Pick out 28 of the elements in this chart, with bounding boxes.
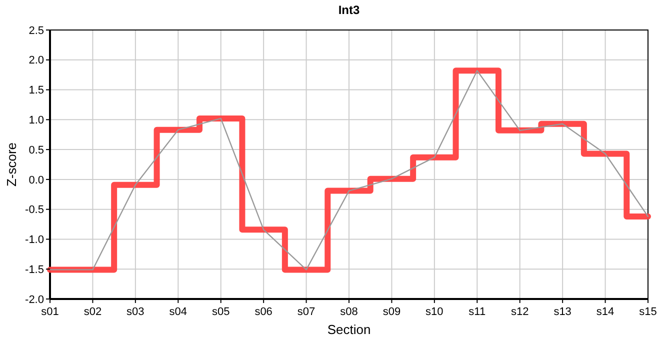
x-tick-label: s07: [297, 306, 316, 318]
x-tick-label: s11: [468, 306, 486, 318]
x-tick-label: s09: [382, 306, 401, 318]
y-tick-label: 0.5: [28, 144, 44, 156]
y-axis-title: Z-score: [4, 142, 19, 187]
x-tick-label: s04: [169, 306, 188, 318]
y-tick-label: 1.0: [28, 114, 44, 127]
x-tick-label: s06: [254, 306, 272, 318]
y-tick-label: 1.5: [28, 84, 44, 97]
x-tick-label: s08: [340, 306, 358, 318]
y-tick-label: 0.0: [28, 174, 44, 186]
y-tick-label: -1.5: [25, 264, 44, 276]
x-tick-label: s14: [596, 306, 614, 318]
x-tick-label: s15: [639, 306, 657, 318]
x-tick-label: s01: [41, 306, 59, 318]
y-tick-label: -2.0: [25, 294, 44, 306]
chart-title: Int3: [338, 3, 360, 17]
x-tick-label: s02: [84, 306, 102, 318]
y-tick-label: 2.5: [28, 24, 44, 37]
x-tick-label: s05: [212, 306, 230, 318]
x-tick-label: s13: [554, 306, 572, 318]
y-tick-label: -0.5: [25, 204, 44, 216]
x-tick-label: s10: [426, 306, 444, 318]
y-tick-label: -1.0: [25, 234, 44, 246]
x-axis-title: Section: [327, 322, 371, 337]
x-tick-label: s12: [510, 306, 529, 318]
x-tick-label: s03: [126, 306, 144, 318]
y-tick-label: 2.0: [28, 54, 44, 67]
